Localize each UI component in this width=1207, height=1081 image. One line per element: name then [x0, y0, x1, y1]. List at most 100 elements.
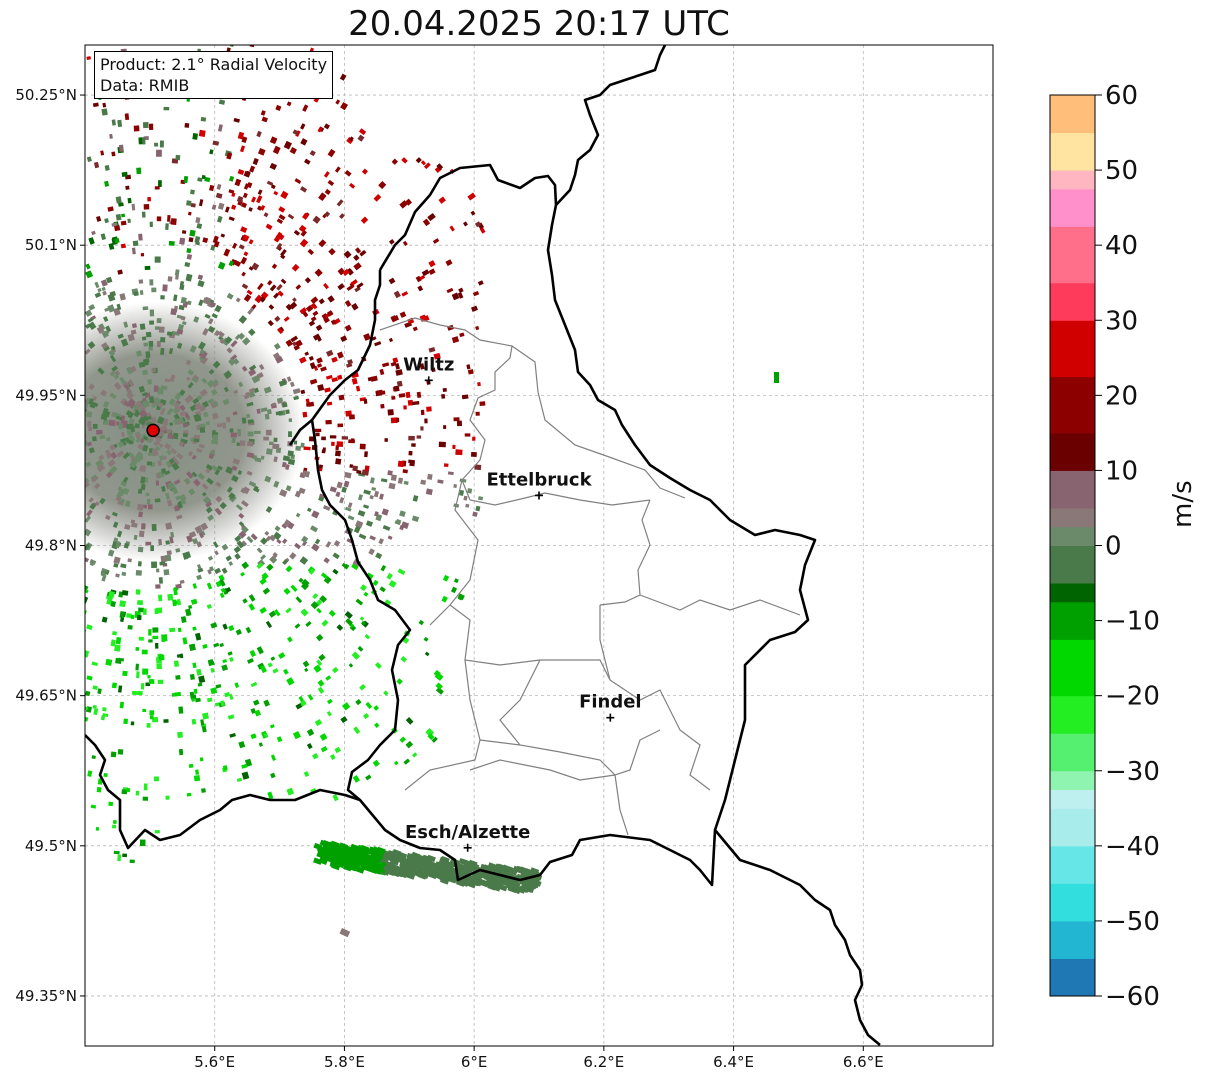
echo-pixel	[351, 377, 358, 385]
echo-pixel	[110, 345, 116, 351]
echo-pixel	[140, 483, 146, 491]
echo-pixel	[401, 521, 410, 529]
echo-pixel	[318, 857, 328, 865]
city-ettelbruck: Ettelbruck	[486, 469, 593, 500]
echo-pixel	[275, 410, 283, 416]
echo-pixel	[268, 441, 274, 446]
echo-pixel	[175, 675, 181, 680]
echo-pixel	[374, 662, 382, 669]
echo-pixel	[170, 447, 178, 455]
echo-pixel	[206, 603, 212, 609]
echo-pixel	[285, 409, 290, 415]
echo-pixel	[127, 451, 135, 459]
echo-pixel	[338, 854, 348, 862]
echo-pixel	[102, 400, 110, 409]
echo-pixel	[368, 548, 375, 556]
echo-pixel	[386, 572, 393, 580]
echo-pixel	[190, 189, 195, 195]
echo-pixel	[443, 425, 447, 429]
echo-pixel	[423, 162, 431, 170]
echo-pixel	[465, 503, 470, 508]
echo-pixel	[352, 465, 359, 472]
echo-pixel	[225, 416, 231, 423]
echo-pixel	[156, 568, 160, 573]
echo-pixel	[470, 862, 480, 870]
echo-pixel	[138, 233, 143, 241]
echo-pixel	[188, 237, 194, 243]
echo-pixel	[382, 525, 391, 531]
echo-pixel	[216, 183, 222, 190]
echo-pixel	[265, 535, 272, 542]
echo-pixel	[232, 458, 240, 465]
echo-pixel	[141, 336, 147, 341]
echo-pixel	[156, 318, 162, 324]
echo-pixel	[327, 179, 335, 187]
echo-pixel	[380, 403, 385, 409]
echo-pixel	[292, 341, 297, 347]
echo-pixel	[151, 561, 158, 569]
echo-pixel	[379, 368, 385, 376]
echo-pixel	[136, 671, 140, 679]
echo-pixel	[479, 879, 489, 888]
echo-pixel	[343, 480, 350, 488]
echo-pixel	[289, 301, 298, 310]
city-marker-icon	[463, 843, 472, 852]
colorbar-block	[1050, 695, 1095, 715]
echo-pixel	[122, 452, 130, 460]
echo-pixel	[167, 215, 171, 222]
echo-pixel	[111, 119, 116, 126]
echo-pixel	[227, 651, 233, 656]
echo-pixel	[120, 563, 127, 569]
colorbar-block	[1050, 339, 1095, 359]
echo-pixel	[181, 321, 187, 326]
echo-pixel	[384, 599, 392, 607]
echo-pixel	[117, 440, 125, 448]
echo-pixel	[397, 856, 407, 865]
echo-pixel	[85, 578, 86, 586]
echo-pixel	[300, 581, 310, 591]
echo-pixel	[418, 619, 425, 626]
echo-pixel	[214, 304, 222, 313]
echo-pixel	[162, 385, 168, 391]
echo-pixel	[201, 174, 206, 180]
echo-pixel	[228, 561, 234, 567]
echo-pixel	[179, 579, 185, 584]
echo-pixel	[107, 459, 116, 468]
echo-pixel	[248, 603, 256, 611]
echo-pixel	[419, 275, 426, 281]
echo-pixel	[88, 398, 94, 405]
echo-pixel	[161, 485, 166, 492]
echo-pixel	[276, 283, 283, 291]
echo-pixel	[286, 677, 295, 686]
echo-pixel	[259, 606, 267, 614]
echo-pixel	[189, 229, 196, 237]
echo-pixel	[358, 848, 368, 856]
echo-pixel	[347, 858, 357, 867]
echo-pixel	[350, 279, 358, 286]
echo-pixel	[309, 362, 317, 370]
echo-pixel	[256, 562, 264, 569]
echo-pixel	[237, 131, 245, 140]
echo-pixel	[249, 45, 255, 48]
echo-pixel	[142, 796, 149, 801]
echo-pixel	[459, 489, 465, 496]
echo-pixel	[143, 342, 149, 347]
echo-pixel	[295, 512, 301, 518]
echo-pixel	[120, 498, 126, 504]
echo-pixel	[139, 404, 146, 412]
echo-pixel	[158, 455, 165, 461]
echo-pixel	[226, 292, 234, 300]
echo-pixel	[177, 323, 184, 331]
echo-pixel	[192, 662, 197, 669]
echo-pixel	[312, 333, 321, 341]
echo-pixel	[112, 819, 117, 824]
echo-pixel	[126, 391, 135, 400]
echo-pixel	[504, 868, 515, 877]
echo-pixel	[323, 283, 330, 290]
echo-pixel	[276, 538, 282, 545]
echo-pixel	[187, 369, 195, 376]
echo-pixel	[146, 723, 151, 728]
echo-pixel	[273, 456, 278, 463]
echo-pixel	[121, 571, 127, 577]
echo-pixel	[326, 310, 334, 317]
